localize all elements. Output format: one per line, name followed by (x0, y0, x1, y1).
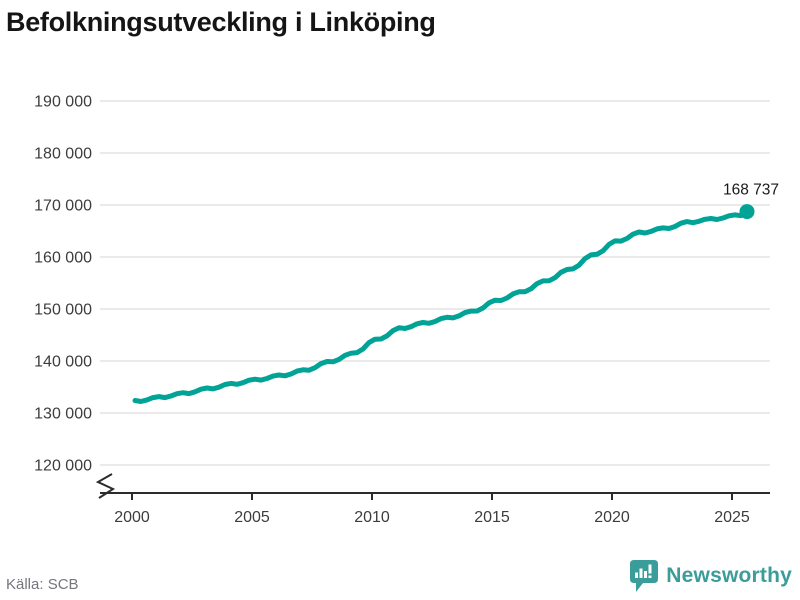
axis-break-symbol (95, 473, 116, 499)
y-axis-label: 120 000 (34, 458, 92, 475)
newsworthy-bubble-chart-icon (629, 559, 659, 593)
population-line (132, 209, 750, 404)
source-attribution: Källa: SCB (6, 576, 79, 593)
chart-title: Befolkningsutveckling i Linköping (6, 7, 436, 37)
y-axis-label: 170 000 (34, 198, 92, 215)
x-axis-label: 2015 (474, 509, 510, 526)
x-axis-label: 2000 (114, 509, 150, 526)
x-axis-label: 2010 (354, 509, 390, 526)
y-axis-label: 140 000 (34, 354, 92, 371)
y-axis-label: 190 000 (34, 94, 92, 111)
x-axis-label: 2025 (714, 509, 750, 526)
y-axis-label: 180 000 (34, 146, 92, 163)
newsworthy-logo: Newsworthy (629, 559, 792, 593)
y-axis-label: 150 000 (34, 302, 92, 319)
y-axis-label: 160 000 (34, 250, 92, 267)
y-axis-label: 130 000 (34, 406, 92, 423)
latest-point-marker (739, 204, 755, 220)
x-axis-label: 2020 (594, 509, 630, 526)
newsworthy-wordmark: Newsworthy (666, 564, 792, 587)
latest-value-label: 168 737 (723, 182, 779, 199)
x-axis-label: 2005 (234, 509, 270, 526)
